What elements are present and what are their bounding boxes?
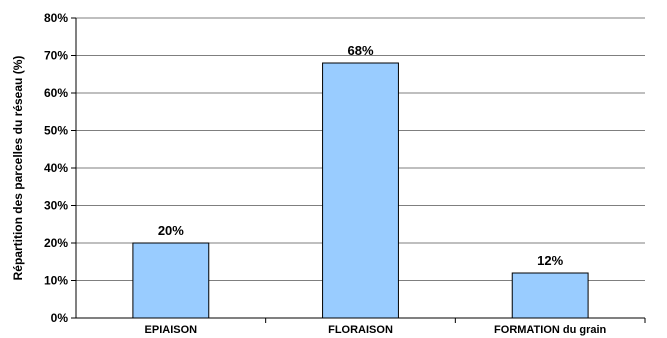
- y-tick-label: 20%: [44, 236, 68, 250]
- bar-2: [511, 272, 589, 319]
- y-tick-label: 60%: [44, 86, 68, 100]
- x-axis-labels: EPIAISON FLORAISON FORMATION du grain: [145, 318, 646, 336]
- x-category-label: FORMATION du grain: [494, 324, 607, 336]
- bar-0: [132, 242, 210, 319]
- y-tick-label: 10%: [44, 274, 68, 288]
- y-tick-label: 80%: [44, 11, 68, 25]
- y-tick-label: 30%: [44, 199, 68, 213]
- bar-1: [322, 62, 399, 319]
- x-category-label: EPIAISON: [145, 324, 198, 336]
- data-label: 68%: [347, 43, 373, 58]
- y-axis-title: Répartition des parcelles du réseau (%): [11, 56, 25, 281]
- y-tick-label: 50%: [44, 124, 68, 138]
- y-tick-label: 70%: [44, 49, 68, 63]
- x-category-label: FLORAISON: [328, 324, 393, 336]
- y-axis-ticks: 0% 10% 20% 30% 40% 50% 60% 70% 80%: [44, 11, 76, 325]
- data-label: 20%: [158, 223, 184, 238]
- y-tick-label: 40%: [44, 161, 68, 175]
- bars: [132, 62, 589, 319]
- y-tick-label: 0%: [51, 311, 69, 325]
- data-labels: 20% 68% 12%: [158, 43, 564, 268]
- data-label: 12%: [537, 253, 563, 268]
